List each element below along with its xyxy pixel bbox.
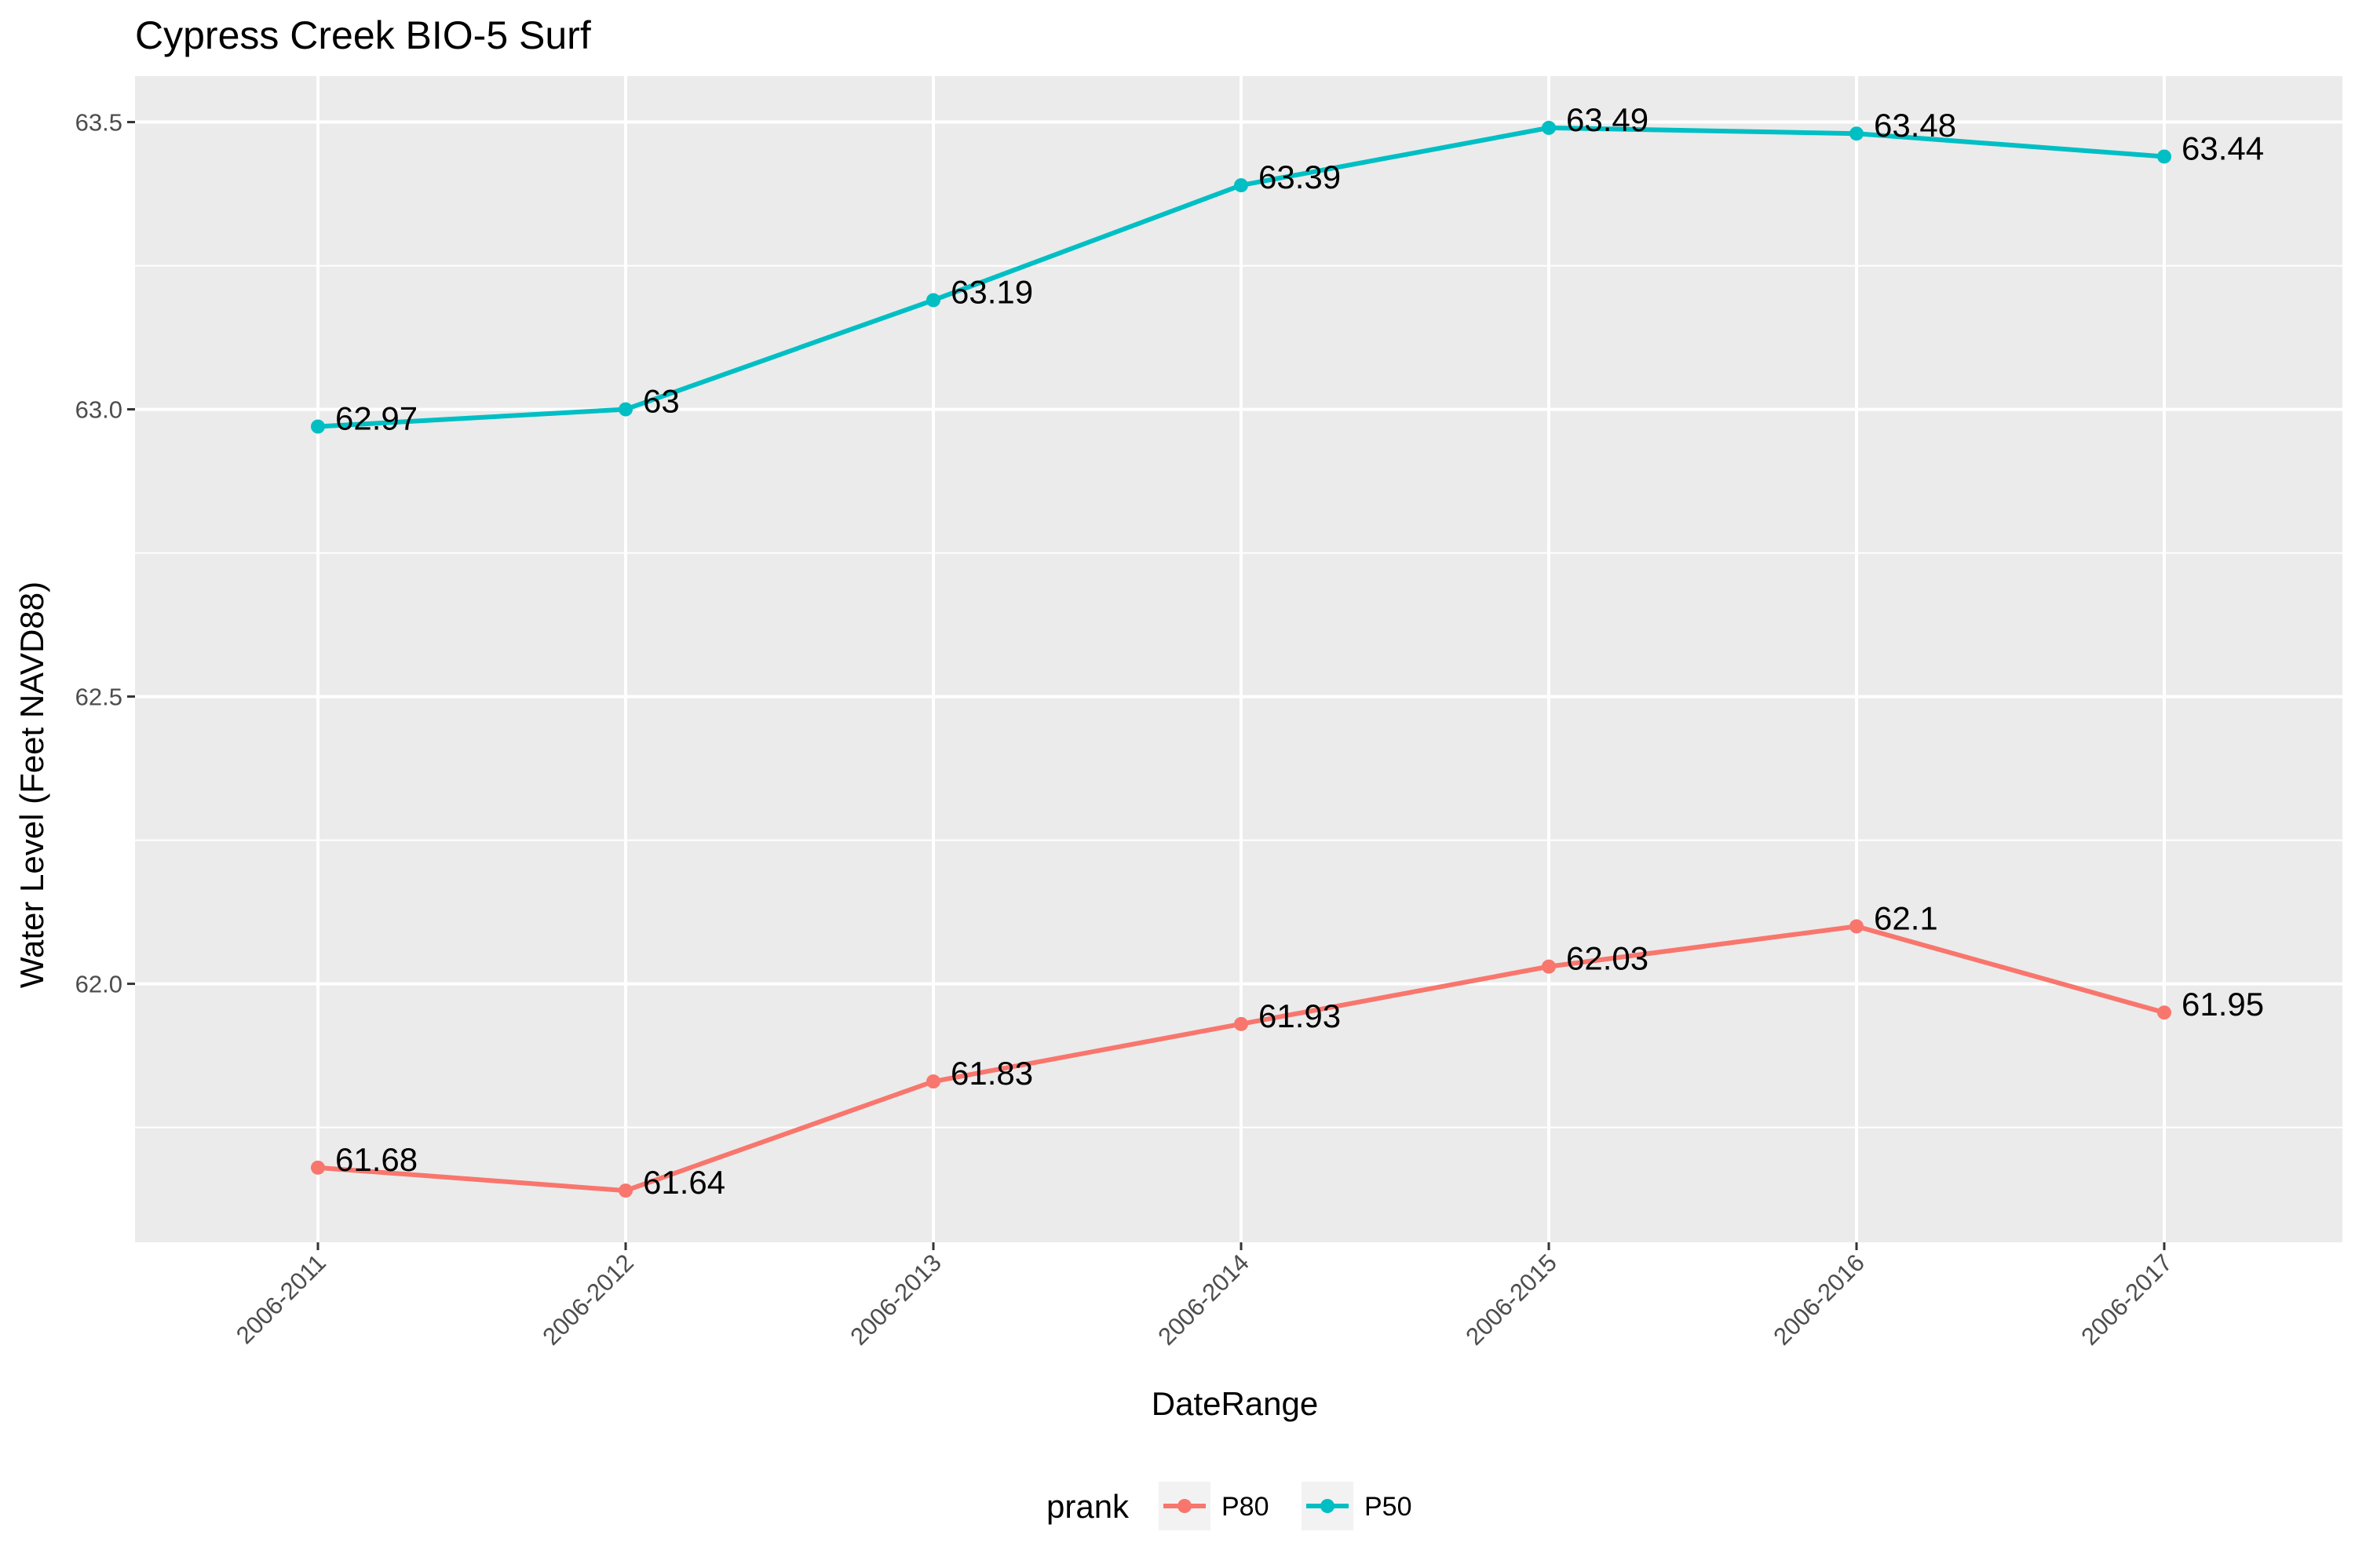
x-axis: 2006-2011 2006-2012 2006-2013 2006-2014 2006…: [231, 1242, 2178, 1351]
data-label: 62.1: [1874, 899, 1938, 936]
x-tick-label: 2006-2017: [2076, 1249, 2178, 1351]
data-label: 63: [643, 383, 680, 420]
data-point-p80: [1542, 959, 1556, 974]
data-label: 63.48: [1874, 107, 1956, 144]
y-tick-label: 62.5: [75, 684, 122, 711]
data-label: 61.93: [1258, 997, 1341, 1034]
plot-panel: [135, 76, 2342, 1242]
data-label: 63.44: [2182, 129, 2264, 166]
chart-title: Cypress Creek BIO-5 Surf: [135, 13, 591, 57]
data-label: 61.95: [2182, 986, 2264, 1023]
data-label: 61.68: [335, 1141, 418, 1178]
data-point-p80: [311, 1160, 325, 1175]
x-tick-label: 2006-2011: [231, 1249, 331, 1349]
data-point-p80: [1849, 919, 1864, 934]
data-point-p50: [1234, 178, 1248, 193]
data-point-p50: [1542, 120, 1556, 135]
data-point-p80: [2157, 1005, 2171, 1020]
legend-label-p80: P80: [1221, 1492, 1269, 1522]
legend-title: prank: [1046, 1488, 1130, 1525]
x-tick-label: 2006-2015: [1460, 1249, 1562, 1351]
x-tick-label: 2006-2016: [1768, 1249, 1870, 1351]
x-tick-label: 2006-2013: [845, 1249, 947, 1351]
data-point-p80: [926, 1074, 940, 1089]
grid-major: [135, 76, 2342, 1242]
data-point-p80: [1234, 1016, 1248, 1031]
data-point-p50: [1849, 126, 1864, 141]
x-tick-label: 2006-2014: [1152, 1249, 1254, 1351]
y-axis: 62.0 62.5 63.0 63.5: [75, 109, 135, 998]
data-label: 62.03: [1566, 940, 1648, 977]
y-tick-label: 63.0: [75, 396, 122, 424]
legend: prank P80 P50: [1046, 1482, 1412, 1530]
x-tick-label: 2006-2012: [537, 1249, 639, 1351]
data-label: 61.83: [951, 1055, 1033, 1092]
data-point-p50: [926, 293, 940, 308]
legend-label-p50: P50: [1364, 1492, 1412, 1522]
data-label: 63.49: [1566, 101, 1648, 138]
legend-key-point: [1178, 1499, 1192, 1513]
data-labels: 61.68 61.64 61.83 61.93 62.03 62.1 61.95 62.97 6…: [335, 101, 2264, 1201]
legend-key-point: [1320, 1499, 1334, 1513]
data-label: 61.64: [643, 1164, 725, 1201]
y-axis-title: Water Level (Feet NAVD88): [13, 582, 50, 988]
data-point-p50: [2157, 149, 2171, 164]
data-label: 63.39: [1258, 159, 1341, 195]
data-point-p50: [311, 419, 325, 434]
grid-minor: [135, 264, 2342, 1129]
data-point-p50: [619, 402, 633, 417]
x-axis-title: DateRange: [1152, 1385, 1318, 1422]
data-label: 63.19: [951, 273, 1033, 310]
y-tick-label: 63.5: [75, 109, 122, 137]
data-point-p80: [619, 1183, 633, 1198]
data-label: 62.97: [335, 400, 418, 437]
series-points: [311, 120, 2171, 1198]
y-tick-label: 62.0: [75, 971, 122, 998]
